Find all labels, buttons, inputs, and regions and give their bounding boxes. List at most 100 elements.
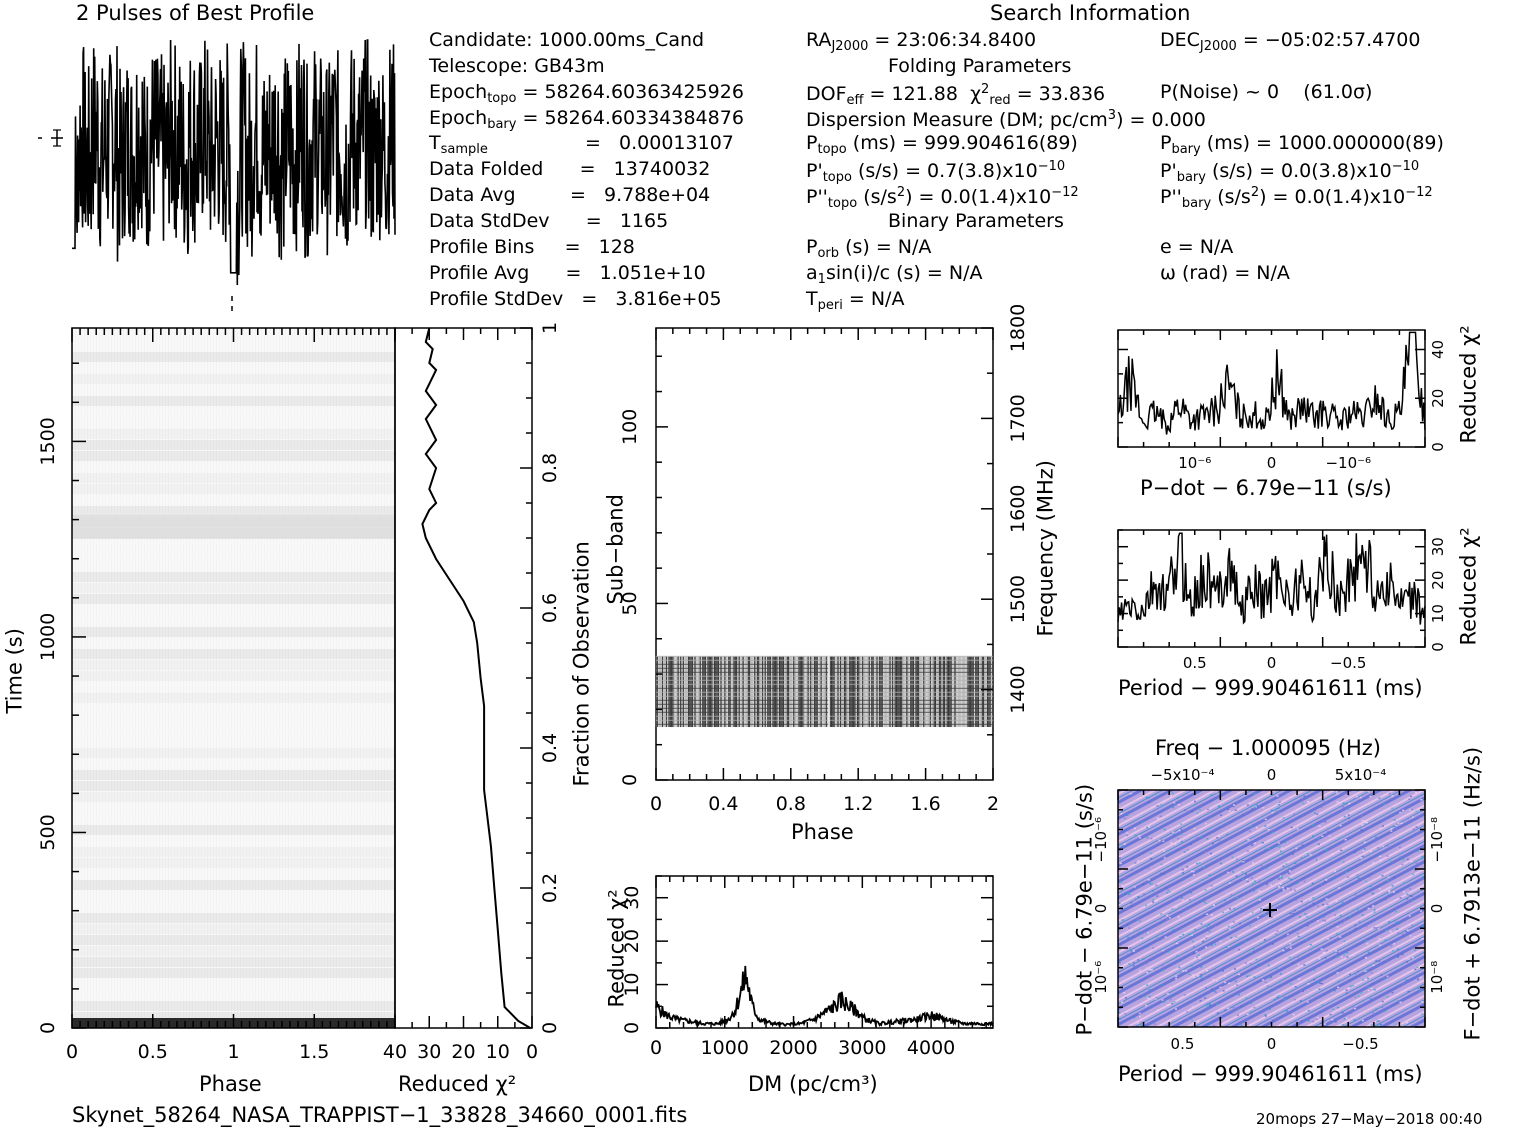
subband-ytick: 50 — [619, 591, 641, 615]
period-ylabel: Reduced χ² — [1456, 527, 1481, 646]
chi-xtick: 10 — [486, 1041, 510, 1063]
period-pdot-map — [1117, 789, 1426, 1028]
fraction-ytick: 1 — [539, 322, 561, 334]
dm-xtick: 4000 — [907, 1037, 955, 1059]
period-chi-line — [1117, 532, 1426, 625]
pp-y2tick: 10⁻⁸ — [1428, 961, 1446, 994]
sb-xtick: 0.4 — [708, 793, 738, 815]
subband-ytick: 100 — [619, 409, 641, 445]
pp-x2tick: 0 — [1267, 766, 1277, 784]
pp-y2tick: −10⁻⁸ — [1428, 817, 1446, 863]
fraction-ytick: 0.2 — [539, 873, 561, 903]
chi-fraction-line — [421, 327, 531, 1029]
tp-ytick: 1500 — [37, 417, 59, 465]
pp-xtick: −0.5 — [1342, 1035, 1378, 1053]
data-folded-info: Data Folded = 13740032 — [429, 158, 711, 180]
pp-x2tick: 5x10⁻⁴ — [1335, 766, 1386, 784]
sb-xtick: 1.2 — [843, 793, 873, 815]
pp-ylabel: P−dot − 6.79e−11 (s/s) — [1072, 783, 1097, 1036]
frequency-ytick: 1800 — [1007, 304, 1029, 352]
dm-ytick: 30 — [621, 886, 643, 910]
dm-xtick: 0 — [650, 1037, 662, 1059]
period-ytick: 20 — [1429, 571, 1447, 590]
dm-ytick: 20 — [621, 929, 643, 953]
dm-xtick: 1000 — [701, 1037, 749, 1059]
tperi-info: Tperi = N/A — [806, 288, 905, 313]
chi-xtick: 30 — [417, 1041, 441, 1063]
pdot-chi-plot — [1117, 329, 1426, 448]
pp-ytick: 10⁻⁶ — [1092, 961, 1110, 994]
sb-xtick: 0.8 — [776, 793, 806, 815]
pdot-ytick: 0 — [1429, 442, 1447, 452]
pp-xlabel: Period − 999.90461611 (ms) — [1118, 1062, 1423, 1086]
error-bar-icon — [38, 129, 63, 147]
tsample-info: Tsample — [429, 132, 488, 157]
tp-ytick: 1000 — [37, 613, 59, 661]
profile-avg-info: Profile Avg = 1.051e+10 — [429, 262, 706, 284]
pdot-ytick: 40 — [1429, 340, 1447, 359]
candidate-info: Candidate: 1000.00ms_Cand — [429, 29, 705, 51]
pdot-ylabel: Reduced χ² — [1456, 325, 1481, 444]
pp-colormap — [1118, 790, 1425, 1027]
fraction-ytick: 0.4 — [539, 733, 561, 763]
epoch-bary-info: Epochbary = 58264.60334384876 — [429, 107, 744, 132]
dof-info: DOFeff = 121.88 χ2red = 33.836 — [806, 82, 1106, 108]
pp-ytick: −10⁻⁶ — [1092, 817, 1110, 863]
period-xtick: −0.5 — [1330, 654, 1366, 672]
tp-xlabel: Phase — [199, 1072, 262, 1096]
chi-fraction-plot — [394, 327, 533, 1029]
chi-xtick: 0 — [526, 1041, 538, 1063]
fraction-ylabel: Fraction of Observation — [569, 541, 594, 787]
period-ytick: 10 — [1429, 604, 1447, 623]
period-xtick: 0.5 — [1183, 654, 1207, 672]
dm-ylabel: Reduced χ² — [604, 889, 629, 1008]
frequency-ytick: 1600 — [1007, 485, 1029, 533]
pbary-info: Pbary (ms) = 1000.000000(89) — [1160, 132, 1444, 157]
pdot-xtick: −10⁻⁶ — [1325, 454, 1371, 472]
dm-chi-plot — [655, 875, 994, 1029]
pulse-profile-line — [72, 39, 396, 286]
period-ytick: 0 — [1429, 642, 1447, 652]
porb-info: Porb (s) = N/A — [806, 236, 932, 261]
dm-xlabel: DM (pc/cm³) — [748, 1072, 878, 1096]
dm-xtick: 3000 — [838, 1037, 886, 1059]
sb-xtick: 2 — [987, 793, 999, 815]
sb-xtick: 1.6 — [910, 793, 940, 815]
frequency-ylabel: Frequency (MHz) — [1033, 460, 1058, 637]
omega-info: ω (rad) = N/A — [1160, 262, 1290, 284]
pp-y2tick: 0 — [1428, 904, 1446, 914]
data-stddev-info: Data StdDev = 1165 — [429, 210, 669, 232]
pdot-bary-info: P'bary (s/s) = 0.0(3.8)x10−10 — [1160, 159, 1420, 185]
binary-title: Binary Parameters — [888, 210, 1064, 232]
period-xlabel: Period − 999.90461611 (ms) — [1118, 676, 1423, 700]
fraction-ytick: 0 — [539, 1022, 561, 1034]
subband-signal-band — [655, 655, 994, 728]
best-fit-marker-icon — [1263, 903, 1277, 917]
timestamp: 20mops 27−May−2018 00:40 — [1256, 1110, 1483, 1128]
pp-x2tick: −5x10⁻⁴ — [1150, 766, 1214, 784]
frequency-ytick: 1400 — [1007, 665, 1029, 713]
dm-ytick: 10 — [621, 972, 643, 996]
tp-ylabel: Time (s) — [2, 628, 27, 714]
dm-ytick: 0 — [621, 1022, 643, 1034]
sb-xlabel: Phase — [791, 820, 854, 844]
subband-ytick: 0 — [619, 774, 641, 786]
telescope-info: Telescope: GB43m — [429, 55, 605, 77]
tp-xtick: 0 — [66, 1041, 78, 1063]
subband-phase-plot — [655, 327, 994, 781]
pp-y2label: F−dot + 6.7913e−11 (Hz/s) — [1460, 746, 1485, 1041]
period-chi-plot — [1117, 529, 1426, 648]
chi-xtick: 40 — [383, 1041, 407, 1063]
asini-info: a1sin(i)/c (s) = N/A — [806, 262, 983, 287]
pdot-chi-line — [1117, 331, 1426, 435]
profile-title: 2 Pulses of Best Profile — [76, 1, 315, 25]
tp-ytick: 0 — [37, 1022, 59, 1034]
fraction-ytick: 0.8 — [539, 453, 561, 483]
pdot-ytick: 20 — [1429, 389, 1447, 408]
tp-xtick: 1 — [227, 1041, 239, 1063]
data-avg-info: Data Avg = 9.788e+04 — [429, 184, 711, 206]
tp-xtick: 0.5 — [138, 1041, 168, 1063]
ptopo-info: Ptopo (ms) = 999.904616(89) — [806, 132, 1078, 157]
tp-xtick: 1.5 — [299, 1041, 329, 1063]
